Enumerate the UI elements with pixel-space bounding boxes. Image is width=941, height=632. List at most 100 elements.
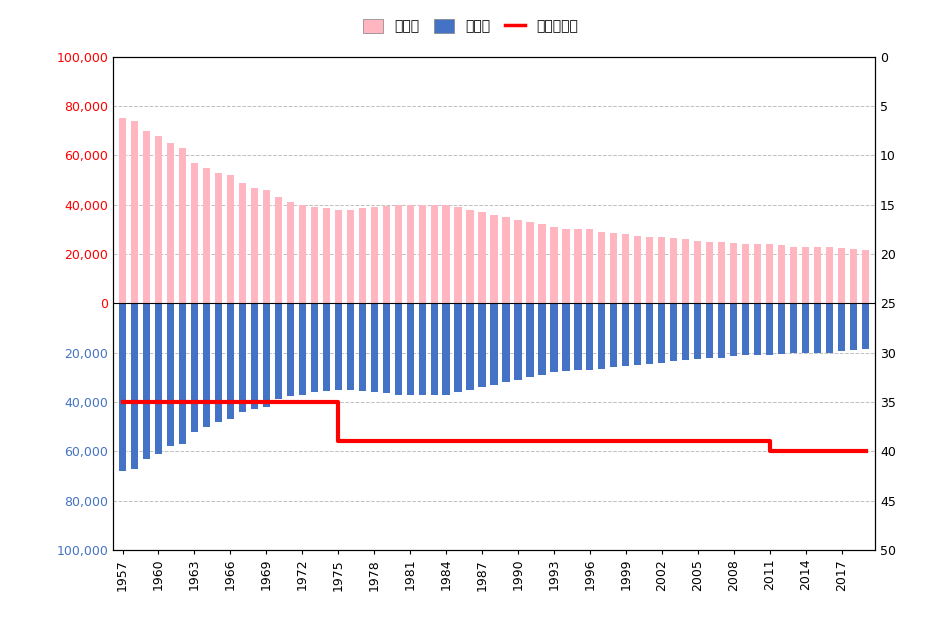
Bar bbox=[790, 303, 797, 353]
Bar bbox=[275, 197, 282, 303]
ランキング bbox=[848, 447, 859, 455]
Bar bbox=[383, 206, 390, 303]
Bar bbox=[371, 303, 377, 392]
Bar bbox=[611, 303, 617, 367]
Bar bbox=[203, 303, 210, 427]
Bar bbox=[826, 246, 833, 303]
Bar bbox=[419, 205, 425, 303]
Bar bbox=[227, 303, 234, 419]
Bar bbox=[419, 303, 425, 394]
Bar bbox=[131, 303, 138, 468]
Bar bbox=[814, 303, 821, 353]
Bar bbox=[119, 303, 126, 471]
Bar bbox=[430, 205, 438, 303]
Bar bbox=[790, 246, 797, 303]
Bar bbox=[359, 209, 366, 303]
Bar bbox=[407, 303, 414, 394]
Bar bbox=[574, 303, 582, 370]
Bar bbox=[478, 303, 486, 387]
Bar bbox=[718, 303, 726, 358]
Bar bbox=[526, 303, 534, 377]
Bar bbox=[287, 202, 294, 303]
Bar bbox=[215, 303, 222, 422]
Bar bbox=[442, 303, 450, 394]
Bar bbox=[143, 303, 150, 459]
ランキング bbox=[465, 437, 476, 445]
ランキング bbox=[117, 398, 128, 406]
Bar bbox=[670, 238, 678, 303]
Bar bbox=[838, 303, 845, 351]
Bar bbox=[646, 237, 653, 303]
Bar bbox=[646, 303, 653, 364]
Bar bbox=[778, 303, 785, 354]
Bar bbox=[850, 303, 857, 350]
Bar bbox=[706, 303, 713, 358]
ランキング bbox=[860, 447, 871, 455]
Bar bbox=[802, 246, 809, 303]
Bar bbox=[203, 167, 210, 303]
Bar bbox=[574, 229, 582, 303]
Bar bbox=[694, 241, 701, 303]
Bar bbox=[670, 303, 678, 362]
Bar bbox=[131, 121, 138, 303]
Bar bbox=[371, 207, 377, 303]
Bar bbox=[538, 224, 546, 303]
Bar bbox=[598, 232, 605, 303]
Bar bbox=[634, 236, 642, 303]
Bar bbox=[346, 303, 354, 389]
Bar bbox=[383, 303, 390, 393]
Bar bbox=[502, 217, 510, 303]
ランキング bbox=[344, 437, 356, 445]
Bar bbox=[515, 219, 521, 303]
Bar bbox=[563, 303, 569, 371]
Bar bbox=[742, 303, 749, 355]
Bar bbox=[191, 163, 198, 303]
Bar bbox=[658, 237, 665, 303]
Bar bbox=[766, 303, 774, 355]
Bar bbox=[802, 303, 809, 353]
Bar bbox=[718, 242, 726, 303]
Bar bbox=[694, 303, 701, 359]
Bar bbox=[515, 303, 521, 380]
Bar bbox=[526, 222, 534, 303]
Bar bbox=[430, 303, 438, 394]
Bar bbox=[335, 303, 342, 389]
Bar bbox=[490, 303, 498, 385]
Bar bbox=[155, 136, 162, 303]
Bar bbox=[742, 244, 749, 303]
Bar bbox=[754, 303, 761, 355]
Bar bbox=[550, 227, 557, 303]
Bar bbox=[622, 234, 630, 303]
Bar bbox=[155, 303, 162, 454]
Bar bbox=[250, 303, 258, 410]
Bar bbox=[275, 303, 282, 399]
Line: ランキング: ランキング bbox=[122, 402, 866, 451]
Bar bbox=[143, 131, 150, 303]
Bar bbox=[502, 303, 510, 382]
Bar bbox=[323, 303, 330, 391]
Bar bbox=[862, 303, 869, 349]
Bar bbox=[191, 303, 198, 432]
Bar bbox=[622, 303, 630, 366]
Bar bbox=[227, 175, 234, 303]
Bar bbox=[586, 303, 594, 370]
Bar bbox=[478, 212, 486, 303]
Bar bbox=[311, 207, 318, 303]
Bar bbox=[119, 119, 126, 303]
Bar bbox=[179, 148, 186, 303]
Bar bbox=[394, 205, 402, 303]
Bar bbox=[239, 303, 246, 412]
Bar bbox=[766, 244, 774, 303]
Bar bbox=[167, 143, 174, 303]
Bar bbox=[658, 303, 665, 363]
ランキング bbox=[632, 437, 644, 445]
ランキング bbox=[488, 437, 500, 445]
Bar bbox=[862, 250, 869, 303]
Bar bbox=[611, 233, 617, 303]
Bar bbox=[467, 210, 473, 303]
Bar bbox=[706, 242, 713, 303]
Bar bbox=[634, 303, 642, 365]
Bar bbox=[442, 205, 450, 303]
Bar bbox=[298, 303, 306, 394]
Bar bbox=[359, 303, 366, 391]
